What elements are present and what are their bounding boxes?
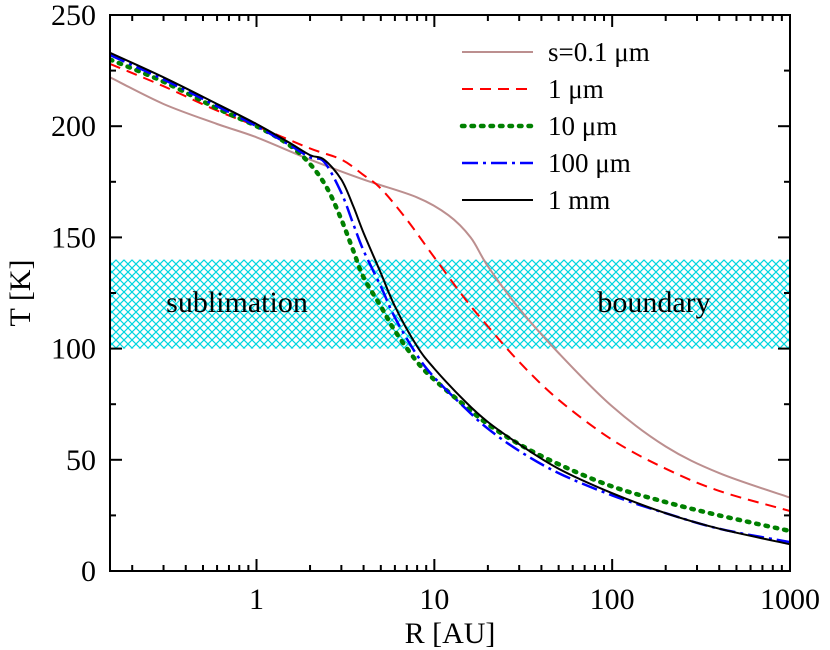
y-axis-title: T [K] bbox=[4, 260, 37, 327]
series-line-4 bbox=[110, 53, 790, 544]
y-tick-label: 0 bbox=[81, 555, 96, 588]
x-axis-title: R [AU] bbox=[405, 617, 496, 650]
x-tick-label: 1000 bbox=[760, 583, 820, 616]
x-tick-label: 1 bbox=[249, 583, 264, 616]
series-line-1 bbox=[110, 76, 790, 499]
y-tick-label: 250 bbox=[51, 0, 96, 32]
sublimation-band-area bbox=[110, 259, 790, 349]
x-tick-label: 100 bbox=[590, 583, 635, 616]
band-label-boundary: boundary bbox=[597, 286, 710, 319]
band-label-sublimation: sublimation bbox=[166, 286, 308, 319]
x-tick-label: 10 bbox=[419, 583, 449, 616]
series-line-5 bbox=[110, 51, 790, 546]
series-lines bbox=[110, 51, 790, 546]
y-tick-label: 100 bbox=[51, 333, 96, 366]
y-tick-label: 50 bbox=[66, 444, 96, 477]
legend-label-5: 1 mm bbox=[548, 185, 610, 215]
legend-label-4: 100 μm bbox=[548, 148, 631, 178]
legend-label-2: 1 μm bbox=[548, 74, 604, 104]
axis-labels: 0 50 100 150 200 250 1 10 100 1000 R [AU] T [K] bbox=[4, 0, 820, 650]
legend-label-1: s=0.1 μm bbox=[548, 37, 650, 67]
legend-label-3: 10 μm bbox=[548, 111, 617, 141]
y-tick-label: 200 bbox=[51, 110, 96, 143]
axis-ticks bbox=[110, 14, 791, 572]
legend: s=0.1 μm 1 μm 10 μm 100 μm 1 mm bbox=[459, 37, 650, 215]
series-line-2 bbox=[110, 62, 790, 512]
y-tick-label: 150 bbox=[51, 221, 96, 254]
sublimation-band: sublimation boundary bbox=[110, 259, 790, 349]
